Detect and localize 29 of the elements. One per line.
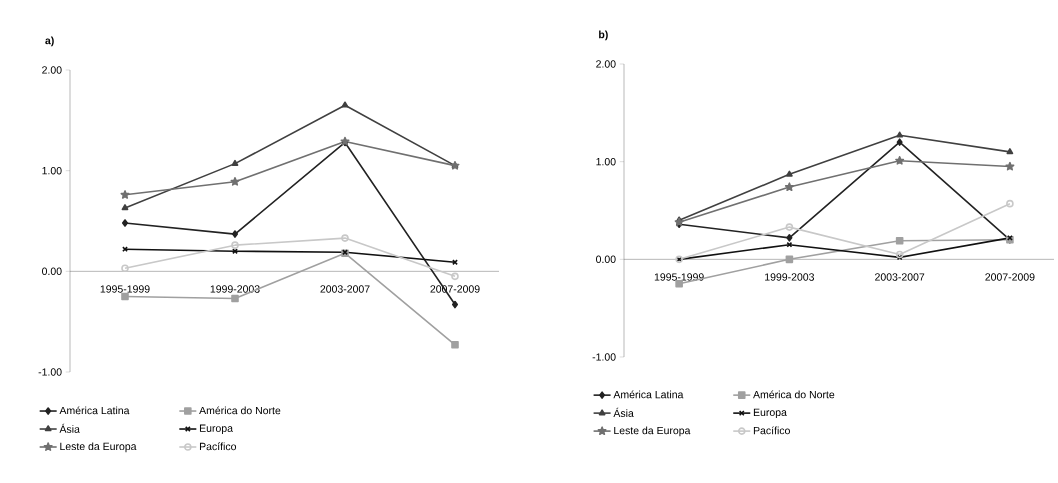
y-tick-label: 2.00 — [596, 60, 616, 68]
legend-label: Pacífico — [753, 426, 790, 435]
y-tick-label: 0.00 — [596, 255, 616, 264]
legend-label: Leste da Europa — [60, 442, 137, 453]
legend-label: Ásia — [59, 423, 80, 433]
legend-label: Europa — [199, 424, 233, 435]
legend-label: América Latina — [59, 406, 130, 415]
legend-label: Pacífico — [199, 442, 237, 451]
y-tick-label: 0.00 — [42, 267, 62, 276]
legend-label: América do Norte — [199, 406, 281, 415]
legend-label: Ásia — [613, 407, 634, 417]
x-tick-label: 2007-2009 — [985, 273, 1035, 281]
y-tick-label: 1.00 — [596, 157, 616, 166]
y-tick-label: -1.00 — [38, 368, 62, 376]
x-tick-label: 1999-2003 — [765, 273, 815, 281]
y-tick-label: 1.00 — [42, 166, 62, 175]
x-tick-label: 1999-2003 — [210, 285, 260, 293]
x-tick-label: 2003-2007 — [320, 285, 370, 293]
x-tick-label: 2003-2007 — [875, 273, 925, 281]
legend-label: Leste da Europa — [614, 426, 691, 437]
x-tick-label: 1995-1999 — [654, 273, 704, 281]
y-tick-label: -1.00 — [592, 353, 616, 361]
legend-label: América Latina — [613, 390, 684, 399]
legend-label: América do Norte — [753, 390, 835, 399]
chart-title: b) — [599, 30, 608, 41]
x-tick-label: 1995-1999 — [100, 285, 150, 293]
chart-title: a) — [45, 36, 54, 47]
y-tick-label: 2.00 — [42, 66, 62, 74]
legend-label: Europa — [753, 408, 787, 419]
